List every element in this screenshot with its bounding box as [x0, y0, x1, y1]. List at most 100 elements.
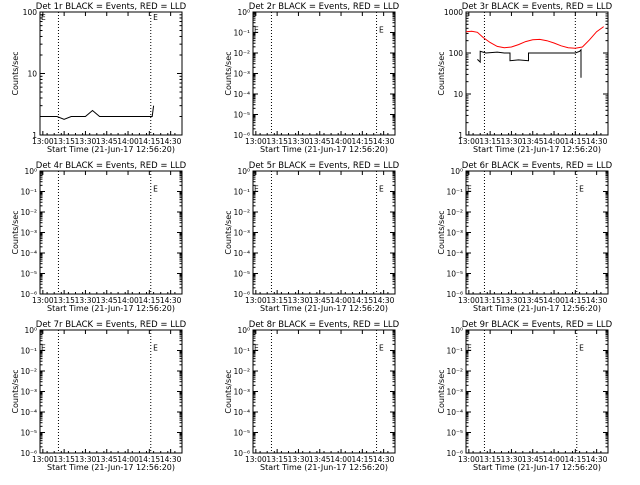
y-axis-label: Counts/sec — [437, 51, 446, 95]
x-tick-label: 14:30 — [160, 296, 182, 305]
x-tick-label: 13:00 — [32, 455, 54, 464]
x-tick-label: 13:15 — [266, 455, 288, 464]
e-marker-label: E — [379, 26, 384, 35]
x-tick-label: 13:00 — [458, 137, 480, 146]
x-axis-label: Start Time (21-Jun-17 12:56:20) — [260, 304, 388, 313]
y-tick-label: 10⁻³ — [446, 388, 463, 397]
x-tick-label: 13:30 — [501, 455, 523, 464]
e-marker-label: E — [467, 185, 472, 194]
y-tick-label: 10⁻¹ — [233, 188, 250, 197]
x-axis-label: Start Time (21-Jun-17 12:56:20) — [47, 304, 175, 313]
x-tick-label: 14:15 — [139, 455, 161, 464]
y-tick-label: 10⁻⁶ — [446, 290, 463, 299]
x-tick-label: 13:15 — [479, 137, 501, 146]
y-tick-label: 10⁻⁵ — [20, 270, 37, 279]
panel-title: Det 9r BLACK = Events, RED = LLD — [462, 320, 613, 330]
x-tick-label: 13:45 — [522, 137, 544, 146]
x-tick-label: 13:15 — [53, 296, 75, 305]
y-tick-label: 10⁻⁴ — [446, 408, 463, 417]
x-tick-label: 13:00 — [245, 296, 267, 305]
e-marker-label: E — [153, 344, 158, 353]
x-tick-label: 14:30 — [160, 455, 182, 464]
e-marker-label: E — [467, 344, 472, 353]
x-tick-label: 13:00 — [245, 455, 267, 464]
y-tick-label: 10 — [453, 90, 463, 99]
plot-frame — [252, 329, 396, 454]
y-tick-label: 10⁻³ — [233, 229, 250, 238]
x-tick-label: 14:15 — [352, 296, 374, 305]
x-tick-label: 14:30 — [373, 296, 395, 305]
y-axis-label: Counts/sec — [11, 369, 20, 413]
x-tick-label: 13:30 — [75, 455, 97, 464]
events-series-line — [477, 48, 582, 78]
y-tick-label: 10⁻⁶ — [446, 449, 463, 458]
y-tick-label: 10⁻⁴ — [20, 408, 37, 417]
x-tick-label: 14:15 — [139, 137, 161, 146]
y-tick-label: 1 — [32, 131, 37, 140]
y-tick-label: 10⁻⁶ — [20, 449, 37, 458]
x-tick-label: 13:30 — [288, 137, 310, 146]
x-tick-label: 14:30 — [586, 455, 608, 464]
x-tick-label: 14:15 — [565, 296, 587, 305]
y-tick-label: 10⁻⁴ — [233, 249, 250, 258]
e-marker-label: E — [41, 13, 46, 22]
y-tick-label: 10⁻⁶ — [233, 131, 250, 140]
y-tick-label: 10⁻² — [20, 367, 37, 376]
x-tick-label: 14:15 — [352, 455, 374, 464]
x-tick-label: 13:00 — [458, 455, 480, 464]
x-tick-label: 13:45 — [522, 455, 544, 464]
plot-frame — [465, 170, 609, 295]
x-tick-label: 13:45 — [309, 296, 331, 305]
x-tick-label: 13:15 — [479, 296, 501, 305]
x-tick-label: 13:45 — [522, 296, 544, 305]
y-axis-label: Counts/sec — [437, 369, 446, 413]
e-marker-label: E — [153, 185, 158, 194]
y-tick-label: 10⁻⁶ — [233, 290, 250, 299]
x-tick-label: 14:30 — [160, 137, 182, 146]
y-tick-label: 10⁻¹ — [233, 347, 250, 356]
y-tick-label: 10⁻⁵ — [233, 111, 250, 120]
y-tick-label: 10⁻⁴ — [233, 90, 250, 99]
y-tick-label: 10⁻⁴ — [233, 408, 250, 417]
e-marker-label: E — [379, 344, 384, 353]
x-axis-label: Start Time (21-Jun-17 12:56:20) — [260, 463, 388, 472]
y-tick-label: 10⁻² — [233, 208, 250, 217]
x-tick-label: 14:00 — [117, 455, 139, 464]
y-tick-label: 100 — [23, 8, 38, 17]
x-tick-label: 14:30 — [373, 137, 395, 146]
y-tick-label: 10⁻⁵ — [233, 270, 250, 279]
y-tick-label: 10⁻¹ — [446, 188, 463, 197]
x-tick-label: 14:15 — [565, 455, 587, 464]
x-tick-label: 14:15 — [139, 296, 161, 305]
y-tick-label: 10⁻³ — [446, 229, 463, 238]
y-tick-label: 10⁰ — [237, 167, 250, 176]
x-axis-label: Start Time (21-Jun-17 12:56:20) — [473, 145, 601, 154]
y-tick-label: 10⁻⁵ — [233, 429, 250, 438]
y-tick-label: 1000 — [444, 8, 463, 17]
y-axis-label: Counts/sec — [224, 51, 233, 95]
e-marker-label: E — [254, 344, 259, 353]
y-tick-label: 10⁻² — [446, 208, 463, 217]
panel-title: Det 4r BLACK = Events, RED = LLD — [36, 161, 187, 171]
y-tick-label: 10⁰ — [237, 326, 250, 335]
x-tick-label: 13:30 — [288, 296, 310, 305]
y-axis-label: Counts/sec — [437, 210, 446, 254]
x-tick-label: 13:30 — [501, 137, 523, 146]
events-series-line — [40, 105, 155, 120]
x-tick-label: 13:15 — [266, 137, 288, 146]
x-axis-label: Start Time (21-Jun-17 12:56:20) — [473, 304, 601, 313]
x-tick-label: 13:45 — [96, 296, 118, 305]
panel-det-9: Det 9r BLACK = Events, RED = LLD 13:00 13:… — [437, 320, 613, 472]
y-axis-label: Counts/sec — [224, 369, 233, 413]
x-tick-label: 14:00 — [543, 137, 565, 146]
y-tick-label: 10⁰ — [24, 167, 37, 176]
y-tick-label: 10 — [27, 70, 37, 79]
panel-title: Det 3r BLACK = Events, RED = LLD — [462, 2, 613, 12]
x-axis-label: Start Time (21-Jun-17 12:56:20) — [47, 463, 175, 472]
y-tick-label: 10⁻³ — [20, 388, 37, 397]
